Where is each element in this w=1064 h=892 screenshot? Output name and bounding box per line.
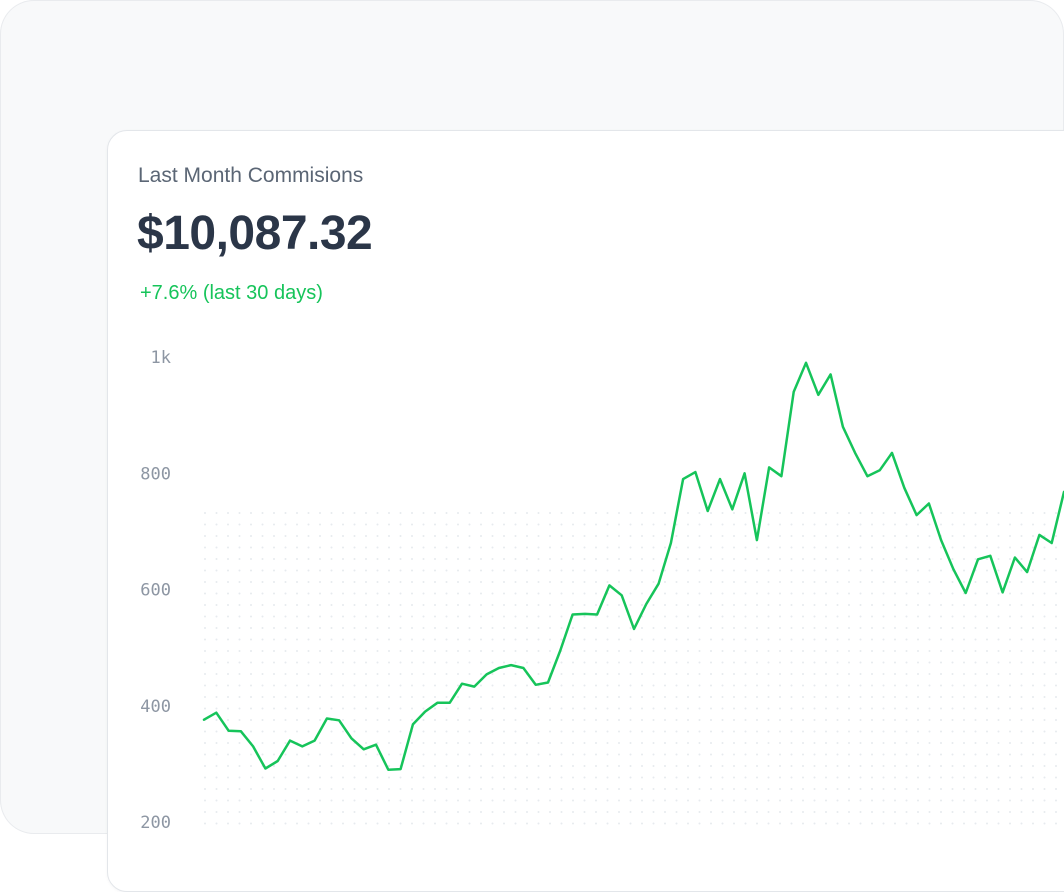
data-point: [854, 452, 856, 454]
data-point: [498, 667, 500, 669]
series-layer: [202, 361, 1064, 771]
data-point: [399, 768, 401, 770]
data-point: [412, 723, 414, 725]
data-point: [768, 466, 770, 468]
series-line: [202, 361, 1064, 771]
data-point: [252, 745, 254, 747]
data-point: [928, 502, 930, 504]
data-point: [694, 471, 696, 473]
data-point: [1014, 556, 1016, 558]
data-point: [449, 702, 451, 704]
data-point: [571, 613, 573, 615]
data-point: [1038, 534, 1040, 536]
data-point: [289, 739, 291, 741]
data-point: [965, 592, 967, 594]
data-point: [240, 730, 242, 732]
y-tick-label: 600: [140, 581, 171, 601]
data-point: [277, 760, 279, 762]
data-point: [731, 508, 733, 510]
line-chart: 1k 800 600 400 200: [140, 348, 1064, 834]
y-axis: 1k 800 600 400 200: [140, 348, 171, 833]
y-tick-label: 800: [140, 464, 171, 484]
data-point: [940, 539, 942, 541]
data-point: [510, 664, 512, 666]
data-point: [657, 583, 659, 585]
data-point: [682, 478, 684, 480]
data-point: [301, 745, 303, 747]
data-point: [424, 710, 426, 712]
data-point: [780, 475, 782, 477]
data-point: [596, 613, 598, 615]
data-point: [903, 487, 905, 489]
data-point: [1051, 542, 1053, 544]
data-point: [817, 394, 819, 396]
data-point: [756, 539, 758, 541]
plot-grid-dots: [204, 512, 1064, 834]
data-point: [645, 603, 647, 605]
data-point: [743, 472, 745, 474]
data-point: [608, 584, 610, 586]
y-tick-label: 200: [140, 813, 171, 833]
data-point: [670, 542, 672, 544]
data-point: [633, 628, 635, 630]
data-point: [375, 744, 377, 746]
data-point: [559, 649, 561, 651]
data-point: [338, 719, 340, 721]
data-point: [264, 767, 266, 769]
data-point: [461, 683, 463, 685]
data-point: [1001, 591, 1003, 593]
data-point: [522, 667, 524, 669]
data-point: [547, 681, 549, 683]
data-point: [891, 452, 893, 454]
data-point: [584, 613, 586, 615]
y-tick-label: 1k: [151, 348, 171, 368]
data-point: [829, 373, 831, 375]
data-point: [436, 702, 438, 704]
data-point: [387, 769, 389, 771]
data-point: [326, 717, 328, 719]
change-indicator: +7.6% (last 30 days): [140, 282, 323, 304]
data-point: [313, 739, 315, 741]
data-point: [473, 685, 475, 687]
data-point: [485, 673, 487, 675]
data-point: [842, 426, 844, 428]
data-point: [621, 594, 623, 596]
data-point: [350, 737, 352, 739]
data-point: [1026, 571, 1028, 573]
data-point: [805, 362, 807, 364]
data-point: [915, 514, 917, 516]
commission-amount: $10,087.32: [137, 207, 373, 260]
data-point: [989, 555, 991, 557]
y-tick-label: 400: [140, 697, 171, 717]
data-point: [719, 478, 721, 480]
data-point: [952, 568, 954, 570]
data-point: [879, 469, 881, 471]
data-point: [707, 510, 709, 512]
data-point: [203, 719, 205, 721]
data-point: [363, 748, 365, 750]
data-point: [793, 391, 795, 393]
data-point: [535, 684, 537, 686]
data-point: [227, 730, 229, 732]
data-point: [215, 712, 217, 714]
data-point: [977, 558, 979, 560]
card-title: Last Month Commisions: [138, 164, 364, 187]
data-point: [866, 475, 868, 477]
